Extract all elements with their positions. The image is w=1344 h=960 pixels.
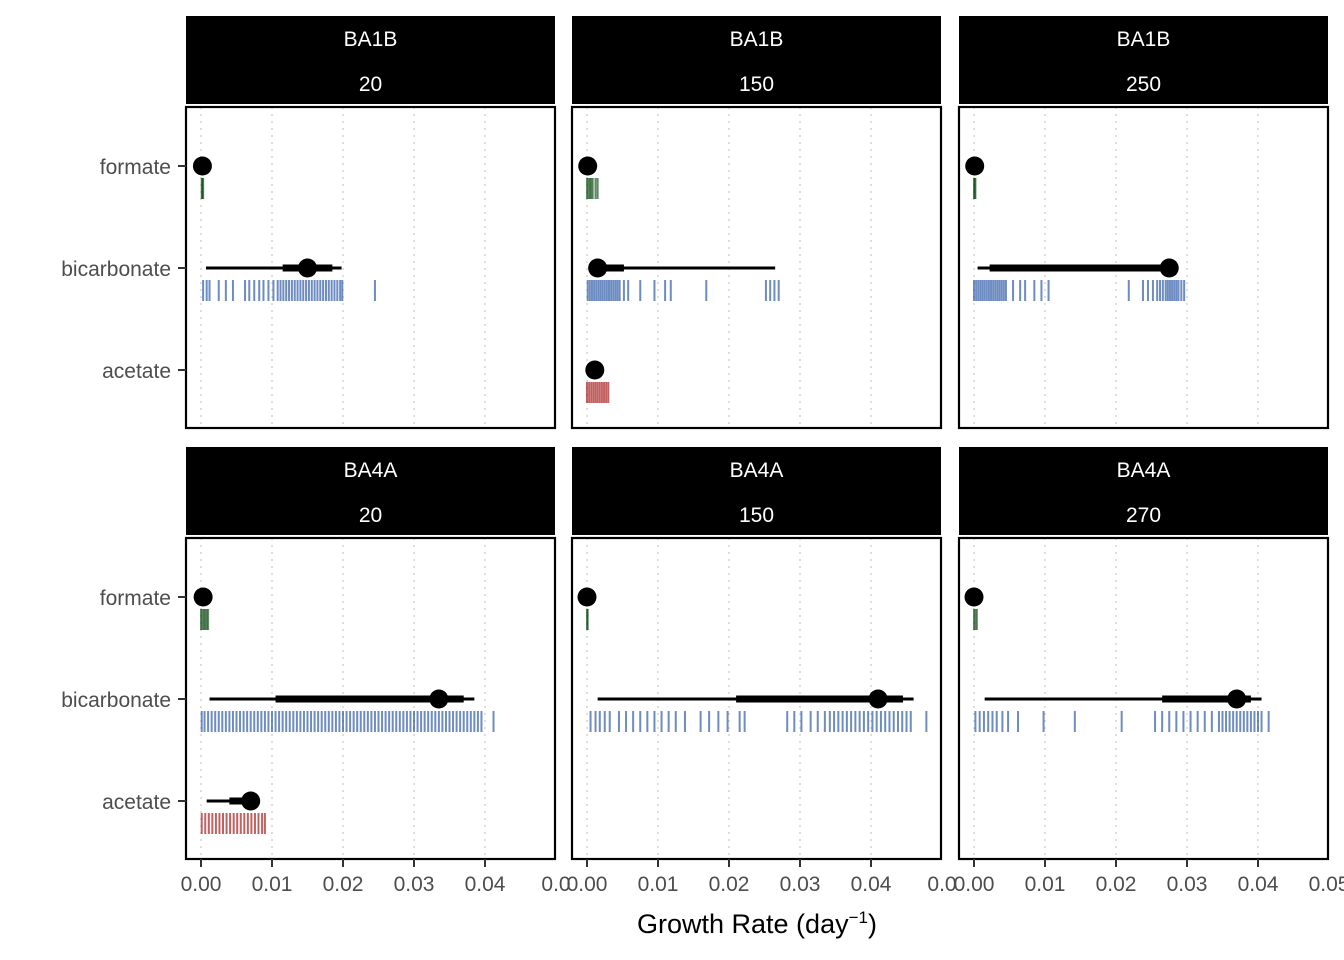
facet-strip-label-depth: 150 [739, 73, 774, 96]
panel-border [570, 536, 943, 861]
series-bicarbonate [200, 689, 495, 732]
x-axis-title-superscript: −1 [849, 908, 868, 927]
facet-strip-background [186, 16, 555, 104]
y-tick-label-formate: formate [100, 587, 171, 610]
point-estimate [578, 156, 598, 176]
point-estimate [1227, 689, 1247, 709]
series-formate [193, 587, 213, 630]
facet-strip-label-site: BA4A [1117, 459, 1171, 482]
facet-strip-label-site: BA1B [1117, 28, 1171, 51]
facet-strip-label-depth: 150 [739, 504, 774, 527]
x-tick-label: 0.04 [851, 873, 892, 896]
x-axis-title-close: ) [868, 909, 877, 939]
x-tick-label: 0.00 [954, 873, 995, 896]
facet-strip-background [186, 447, 555, 535]
point-estimate [964, 587, 984, 607]
y-tick-label-bicarbonate: bicarbonate [61, 258, 171, 281]
facet-strip-label-site: BA1B [344, 28, 398, 51]
series-acetate [585, 360, 610, 403]
point-estimate [192, 156, 212, 176]
panel-border [957, 536, 1330, 861]
series-formate [578, 156, 599, 199]
x-tick-label: 0.04 [465, 873, 506, 896]
x-tick-label: 0.01 [638, 873, 679, 896]
facet-strip-label-depth: 270 [1126, 504, 1161, 527]
facet-strip-label-site: BA4A [730, 459, 784, 482]
x-tick-label: 0.03 [780, 873, 821, 896]
series-formate [577, 587, 597, 630]
point-estimate [429, 689, 449, 709]
facet-strip-background [959, 447, 1328, 535]
x-tick-label: 0.00 [567, 873, 608, 896]
x-tick-label: 0.00 [181, 873, 222, 896]
point-estimate [1159, 258, 1179, 278]
x-tick-label: 0.0 [927, 873, 956, 896]
x-axis: 0.00 0.01 0.02 0.03 0.04 0.00.00 0.01 0.02 0.03 0… [181, 859, 1344, 896]
facet-strip-background [572, 447, 941, 535]
point-estimate [241, 791, 261, 811]
point-estimate [577, 587, 597, 607]
point-estimate [193, 587, 213, 607]
facet-strip-label-depth: 250 [1126, 73, 1161, 96]
facet-panel: BA1B 150 [570, 16, 943, 430]
panels-layer: BA1B 20 BA1B 150 BA1B 250 BA4A 20 BA4A 150 BA4A 270 [184, 16, 1330, 861]
point-estimate [585, 360, 605, 380]
x-tick-label: 0.0 [541, 873, 570, 896]
series-formate [965, 156, 985, 199]
x-tick-label: 0.05 [1309, 873, 1344, 896]
point-estimate [298, 258, 317, 278]
series-bicarbonate [974, 689, 1270, 732]
facet-strip-label-depth: 20 [359, 504, 382, 527]
x-tick-label: 0.02 [1096, 873, 1137, 896]
x-axis-title: Growth Rate (day−1) [637, 908, 877, 939]
series-bicarbonate [589, 689, 928, 732]
series-bicarbonate [586, 258, 780, 301]
x-tick-label: 0.01 [1025, 873, 1066, 896]
facet-strip-label-site: BA4A [344, 459, 398, 482]
panel-border [570, 105, 943, 430]
y-tick-label-bicarbonate: bicarbonate [61, 689, 171, 712]
facet-strip-background [572, 16, 941, 104]
y-tick-label-acetate: acetate [102, 360, 171, 383]
facet-strip-label-depth: 20 [359, 73, 382, 96]
point-estimate [588, 258, 608, 278]
facet-panel: BA4A 150 [570, 447, 943, 861]
point-estimate [965, 156, 985, 176]
facet-panel: BA1B 250 [957, 16, 1330, 430]
series-formate [192, 156, 212, 199]
x-tick-label: 0.04 [1238, 873, 1279, 896]
x-axis-title-main: Growth Rate (day [637, 909, 849, 939]
facet-panel: BA1B 20 [184, 16, 557, 430]
facet-panel: BA4A 270 [957, 447, 1330, 861]
series-bicarbonate [973, 258, 1186, 301]
point-estimate [868, 689, 888, 709]
x-tick-label: 0.02 [323, 873, 364, 896]
facet-strip-background [959, 16, 1328, 104]
series-acetate [200, 791, 266, 834]
y-tick-label-acetate: acetate [102, 791, 171, 814]
facet-panel: BA4A 20 [184, 447, 557, 861]
x-tick-label: 0.02 [709, 873, 750, 896]
series-formate [964, 587, 984, 630]
panel-border [957, 105, 1330, 430]
y-tick-label-formate: formate [100, 156, 171, 179]
facet-strip-label-site: BA1B [730, 28, 784, 51]
x-tick-label: 0.03 [394, 873, 435, 896]
x-tick-label: 0.03 [1167, 873, 1208, 896]
series-bicarbonate [202, 258, 376, 301]
x-tick-label: 0.01 [252, 873, 293, 896]
y-axis: formate bicarbonate acetate formate bicarbon… [61, 156, 186, 814]
